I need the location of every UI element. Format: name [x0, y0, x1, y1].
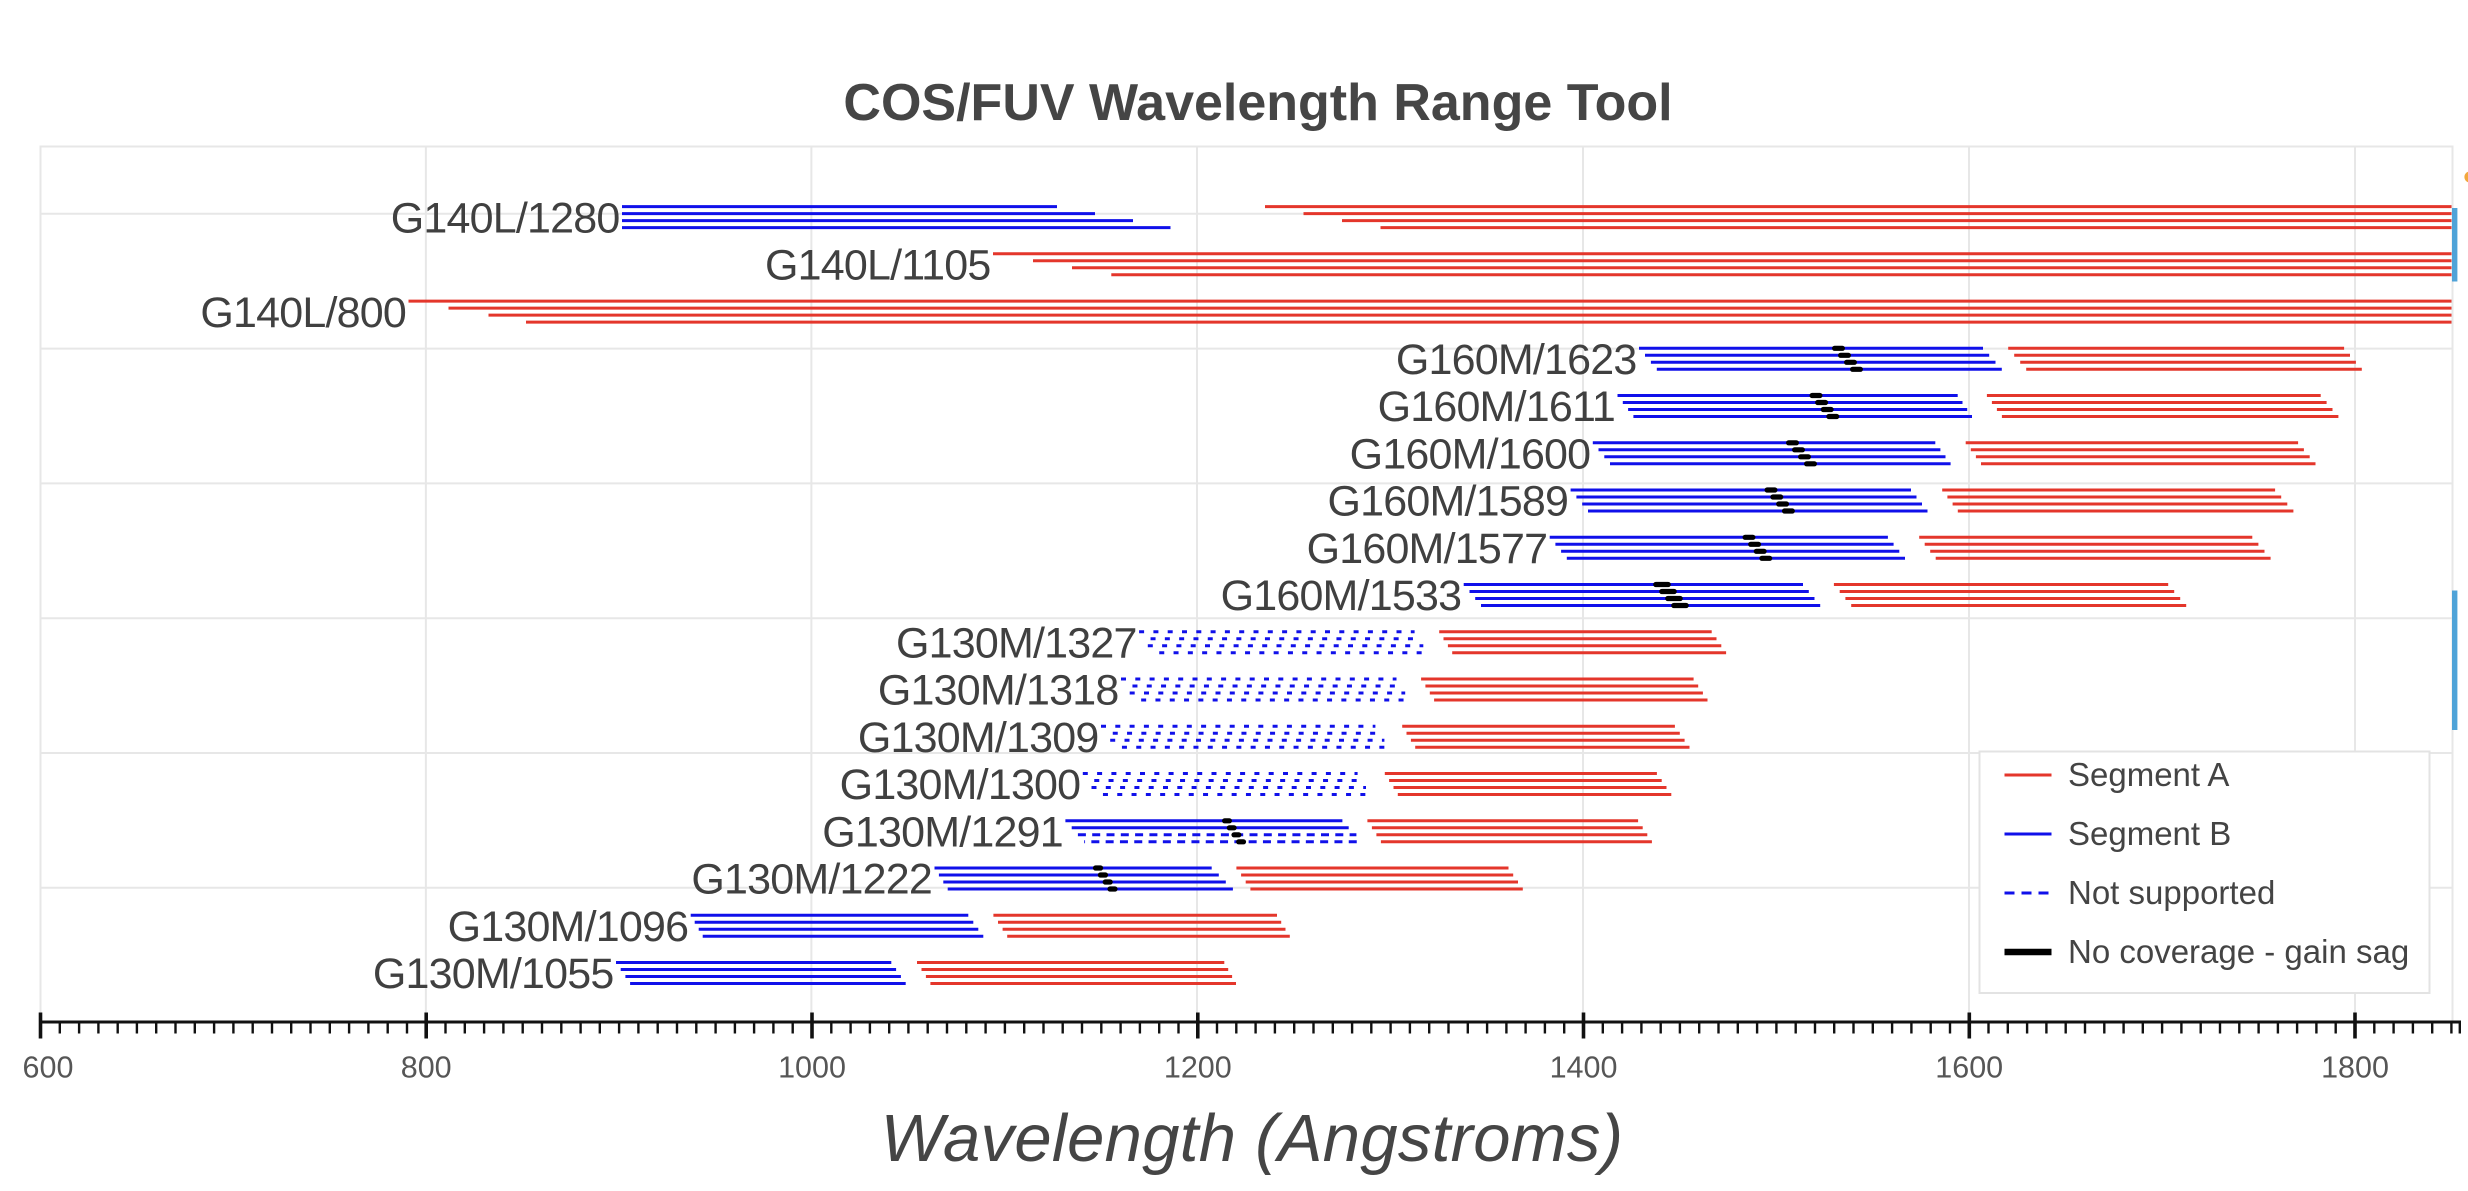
svg-text:800: 800	[401, 1051, 452, 1085]
svg-text:G140L/1105: G140L/1105	[765, 242, 991, 290]
svg-text:Segment B: Segment B	[2068, 815, 2231, 852]
svg-text:G130M/1096: G130M/1096	[448, 903, 689, 951]
svg-text:Wavelength (Angstroms): Wavelength (Angstroms)	[881, 1101, 1624, 1176]
svg-text:Segment A: Segment A	[2068, 756, 2229, 793]
svg-text:1600: 1600	[1935, 1051, 2003, 1085]
svg-text:Not supported: Not supported	[2068, 874, 2275, 911]
svg-text:G130M/1222: G130M/1222	[691, 856, 932, 904]
svg-text:1000: 1000	[778, 1051, 846, 1085]
svg-text:G140L/800: G140L/800	[200, 289, 406, 337]
svg-text:G160M/1577: G160M/1577	[1307, 525, 1548, 573]
svg-text:G140L/1280: G140L/1280	[391, 194, 620, 242]
svg-text:G130M/1309: G130M/1309	[858, 714, 1099, 762]
svg-text:G130M/1327: G130M/1327	[896, 620, 1137, 668]
svg-text:No coverage - gain sag: No coverage - gain sag	[2068, 933, 2409, 970]
svg-text:G160M/1611: G160M/1611	[1378, 383, 1615, 431]
svg-text:G130M/1318: G130M/1318	[878, 667, 1119, 715]
svg-text:G160M/1600: G160M/1600	[1350, 431, 1591, 479]
svg-text:COS/FUV Wavelength Range Tool: COS/FUV Wavelength Range Tool	[843, 74, 1672, 132]
svg-text:G160M/1623: G160M/1623	[1396, 336, 1637, 384]
svg-text:G160M/1589: G160M/1589	[1327, 478, 1568, 526]
svg-text:1800: 1800	[2321, 1051, 2389, 1085]
svg-text:1400: 1400	[1550, 1051, 1618, 1085]
svg-text:G130M/1055: G130M/1055	[373, 950, 614, 998]
svg-text:G160M/1533: G160M/1533	[1221, 572, 1462, 620]
svg-text:1200: 1200	[1164, 1051, 1232, 1085]
svg-text:G130M/1300: G130M/1300	[840, 761, 1081, 809]
svg-text:G130M/1291: G130M/1291	[822, 809, 1063, 857]
svg-text:600: 600	[23, 1051, 74, 1085]
